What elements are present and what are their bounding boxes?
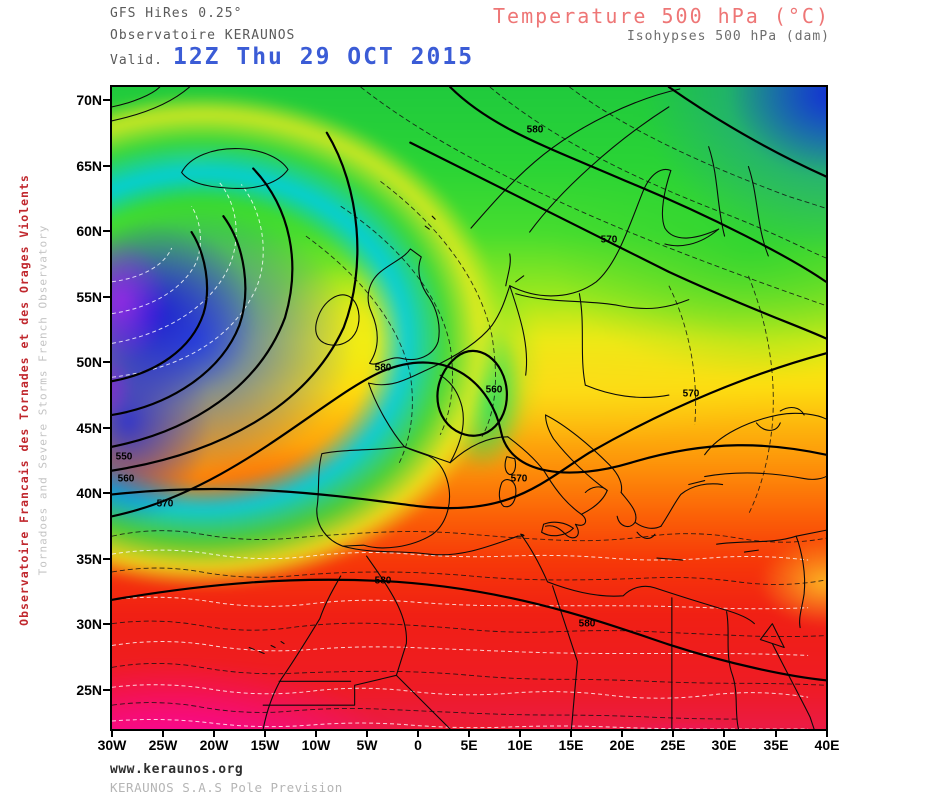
y-axis-tick xyxy=(103,427,110,429)
isohypse-value-label: 570 xyxy=(600,234,618,246)
x-axis-label: 5W xyxy=(356,737,378,753)
isohypse-value-label: 580 xyxy=(374,575,392,587)
x-axis-label: 0 xyxy=(414,737,422,753)
y-axis-label: 35N xyxy=(76,551,102,567)
y-axis-tick xyxy=(103,558,110,560)
isohypse-value-label: 550 xyxy=(115,451,133,463)
y-axis-label: 25N xyxy=(76,682,102,698)
footer-website: www.keraunos.org xyxy=(110,762,244,777)
y-axis-tick xyxy=(103,689,110,691)
isohypse-value-label: 580 xyxy=(578,618,596,630)
x-axis-tick xyxy=(111,731,113,737)
x-axis-tick xyxy=(570,731,572,737)
x-axis-label: 35E xyxy=(763,737,789,753)
x-axis-tick xyxy=(468,731,470,737)
y-axis-tick xyxy=(103,165,110,167)
isohypse-value-label: 560 xyxy=(485,384,503,396)
x-axis-tick xyxy=(621,731,623,737)
x-axis-label: 20E xyxy=(609,737,635,753)
sidebar-text-english: Tornadoes and Severe Storms French Obser… xyxy=(36,224,50,576)
isohypse-value-label: 560 xyxy=(117,473,135,485)
x-axis-tick xyxy=(519,731,521,737)
dashed-contours xyxy=(112,87,826,720)
isohypse-value-label: 580 xyxy=(374,362,392,374)
y-axis-label: 60N xyxy=(76,223,102,239)
x-axis-label: 25E xyxy=(660,737,686,753)
y-axis-tick xyxy=(103,99,110,101)
x-axis-tick xyxy=(723,731,725,737)
x-axis-label: 5E xyxy=(460,737,478,753)
x-axis-tick xyxy=(826,731,828,737)
x-axis-tick xyxy=(366,731,368,737)
y-axis-tick xyxy=(103,492,110,494)
valid-row: Valid. 12Z Thu 29 OCT 2015 xyxy=(110,44,474,70)
y-axis-tick xyxy=(103,623,110,625)
x-axis-label: 40E xyxy=(814,737,840,753)
x-axis-label: 15E xyxy=(558,737,584,753)
y-axis-label: 50N xyxy=(76,354,102,370)
x-axis-label: 25W xyxy=(148,737,178,753)
isohypse-value-label: 570 xyxy=(510,473,528,485)
footer-company: KERAUNOS S.A.S Pole Prevision xyxy=(110,780,343,795)
x-axis-label: 10W xyxy=(301,737,331,753)
isohypse-value-label: 570 xyxy=(682,388,700,400)
y-axis-tick xyxy=(103,296,110,298)
x-axis-tick xyxy=(213,731,215,737)
y-axis-label: 55N xyxy=(76,289,102,305)
x-axis-label: 20W xyxy=(199,737,229,753)
x-axis-label: 15W xyxy=(250,737,280,753)
sidebar-text-french: Observatoire Francais des Tornades et de… xyxy=(17,174,31,626)
weather-map: 550 560 570 580 560 570 570 580 570 580 580 xyxy=(110,85,828,731)
y-axis-label: 40N xyxy=(76,485,102,501)
x-axis-tick xyxy=(417,731,419,737)
temperature-field xyxy=(112,87,826,729)
x-axis-label: 30E xyxy=(711,737,737,753)
model-name: GFS HiRes 0.25° xyxy=(110,6,243,21)
y-axis-label: 70N xyxy=(76,92,102,108)
contour-overlay xyxy=(112,87,826,729)
x-axis-label: 10E xyxy=(507,737,533,753)
y-axis-label: 30N xyxy=(76,616,102,632)
x-axis-label: 30W xyxy=(97,737,127,753)
organization: Observatoire KERAUNOS xyxy=(110,28,296,43)
chart-subtitle: Isohypses 500 hPa (dam) xyxy=(626,29,830,44)
y-axis-label: 45N xyxy=(76,420,102,436)
white-dashed-isotherms xyxy=(112,182,809,729)
valid-datetime: 12Z Thu 29 OCT 2015 xyxy=(172,44,475,70)
y-axis-tick xyxy=(103,230,110,232)
x-axis-tick xyxy=(775,731,777,737)
x-axis-tick xyxy=(315,731,317,737)
isohypse-contours xyxy=(112,87,826,682)
y-axis-label: 65N xyxy=(76,158,102,174)
x-axis-tick xyxy=(264,731,266,737)
chart-title: Temperature 500 hPa (°C) xyxy=(493,4,830,28)
isohypse-value-label: 570 xyxy=(156,498,174,510)
valid-label: Valid. xyxy=(110,53,163,68)
isohypse-value-label: 580 xyxy=(526,124,544,136)
x-axis-tick xyxy=(162,731,164,737)
coastlines xyxy=(112,87,826,729)
x-axis-tick xyxy=(672,731,674,737)
y-axis-tick xyxy=(103,361,110,363)
